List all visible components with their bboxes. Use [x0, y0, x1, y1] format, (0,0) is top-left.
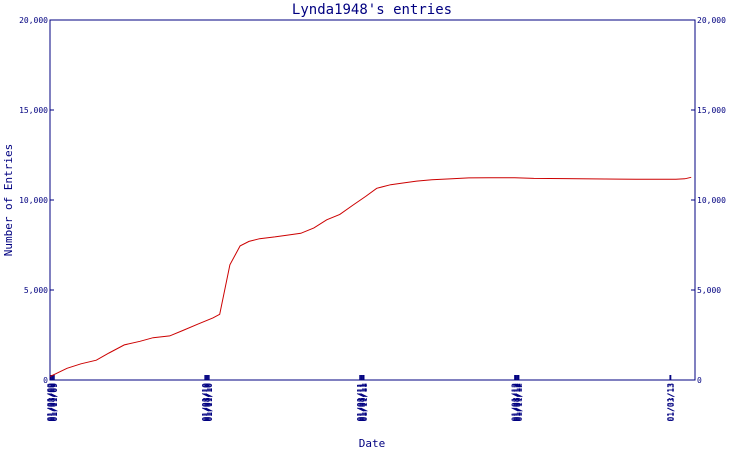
y-axis-right: 0 5,000 10,000 15,000 20,000 — [691, 16, 726, 385]
plot-frame — [49, 19, 696, 381]
x-tick-label: 01/09/09 — [49, 383, 58, 422]
x-tick-label: 01/01/12 — [511, 383, 520, 422]
x-tick-label: 01/07/12 — [513, 383, 522, 422]
x-tick-label: 01/03/12 — [512, 383, 521, 422]
x-tick-label: 01/11/10 — [205, 383, 214, 422]
y-tick-label-left: 20,000 — [19, 16, 48, 25]
y-axis-left: 0 5,000 10,000 15,000 20,000 — [19, 16, 54, 385]
x-tick-label: 01/01/09 — [46, 383, 55, 422]
x-tick-label: 01/11/11 — [360, 383, 369, 422]
y-tick-label-right: 0 — [697, 376, 702, 385]
x-tick-label: 01/05/12 — [512, 383, 521, 422]
y-tick-label-left: 5,000 — [24, 286, 48, 295]
x-tick-label: 01/03/11 — [357, 383, 366, 422]
series-layer — [49, 176, 692, 377]
x-tick-label: 01/01/11 — [356, 383, 365, 422]
x-tick-label: 01/05/11 — [357, 383, 366, 422]
x-tick-label: 01/09/12 — [514, 383, 523, 422]
x-tick-label: 01/03/10 — [202, 383, 211, 422]
x-tick-label: 01/09/11 — [359, 383, 368, 422]
x-axis-label: Date — [359, 437, 386, 450]
chart-title: Lynda1948's entries — [292, 2, 452, 18]
y-tick-label-right: 20,000 — [697, 16, 726, 25]
x-axis: 01/01/0901/03/0901/05/0901/07/0901/09/09… — [46, 375, 676, 422]
x-tick-label: 01/09/10 — [204, 383, 213, 422]
series-line — [49, 176, 692, 377]
x-tick-label: 01/07/09 — [49, 383, 58, 422]
x-tick-label: 01/07/11 — [358, 383, 367, 422]
x-tick-label: 01/03/13 — [667, 383, 676, 422]
x-tick-label: 01/01/10 — [201, 383, 210, 422]
y-tick-label-right: 10,000 — [697, 196, 726, 205]
y-tick-label-left: 0 — [43, 376, 48, 385]
x-tick-label: 01/03/09 — [47, 383, 56, 422]
x-tick-label: 01/11/09 — [50, 383, 59, 422]
x-tick-label: 01/01/13 — [666, 383, 675, 422]
x-tick-label: 01/11/12 — [515, 383, 524, 422]
y-tick-label-right: 5,000 — [697, 286, 721, 295]
y-tick-label-left: 10,000 — [19, 196, 48, 205]
x-tick-label: 01/05/09 — [48, 383, 57, 422]
y-tick-label-right: 15,000 — [697, 106, 726, 115]
x-tick-label: 01/07/10 — [203, 383, 212, 422]
y-tick-label-left: 15,000 — [19, 106, 48, 115]
y-axis-label: Number of Entries — [2, 144, 15, 257]
x-tick-label: 01/05/10 — [203, 383, 212, 422]
